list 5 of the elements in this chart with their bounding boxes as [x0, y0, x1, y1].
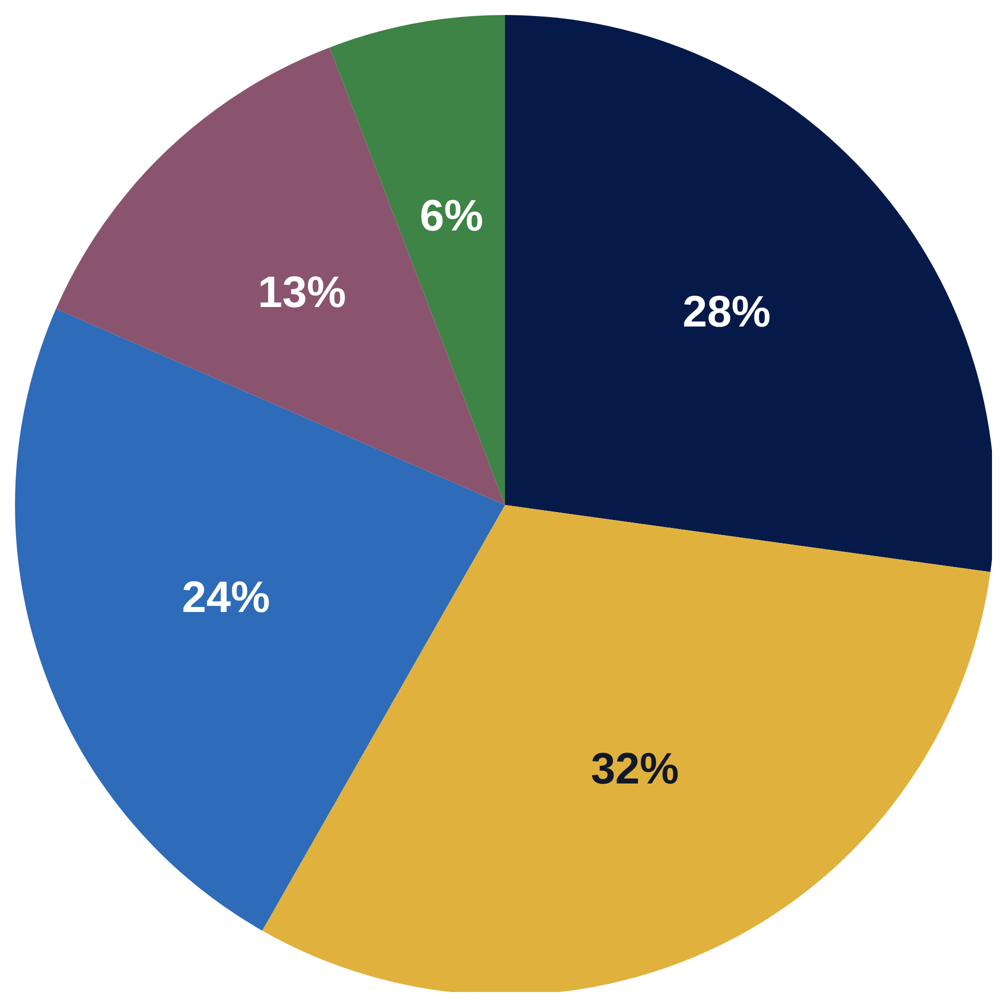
data-label: 6%: [420, 191, 484, 240]
data-label: 28%: [682, 287, 771, 336]
data-label: 24%: [182, 573, 270, 622]
data-label: 32%: [590, 744, 679, 794]
data-label: 13%: [258, 268, 346, 317]
